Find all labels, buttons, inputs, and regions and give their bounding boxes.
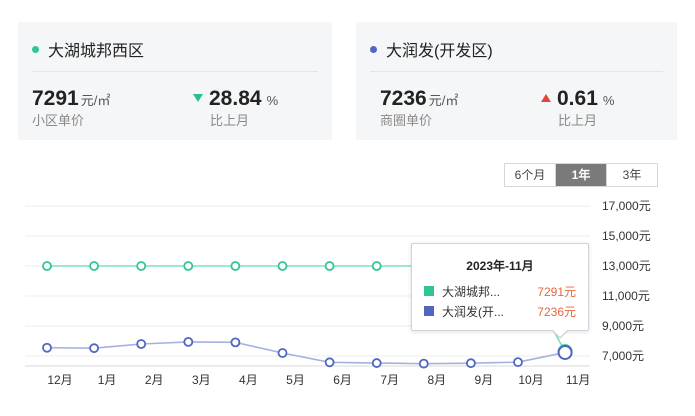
tab-6-months[interactable]: 6个月 bbox=[505, 164, 555, 186]
community-change-value: 28.84 bbox=[209, 87, 262, 110]
y-tick-label: 11,000元 bbox=[602, 289, 650, 303]
district-data-point bbox=[371, 358, 382, 368]
card-divider bbox=[370, 71, 663, 72]
x-tick-label: 12月 bbox=[47, 373, 72, 387]
district-price-value: 7236 bbox=[380, 87, 427, 110]
community-data-point bbox=[42, 261, 52, 271]
district-series-dot bbox=[370, 45, 377, 53]
tooltip-name-community: 大湖城邦... bbox=[442, 284, 501, 299]
tooltip-caret-inner bbox=[552, 329, 568, 337]
district-price-card: 大润发(开发区) 7236 元/㎡ 商圈单价 0.61% 比上月 bbox=[356, 22, 677, 140]
community-data-point bbox=[136, 261, 147, 271]
x-tick-label: 7月 bbox=[380, 373, 399, 387]
community-title-row: 大湖城邦西区 bbox=[32, 38, 318, 60]
tab-3-years[interactable]: 3年 bbox=[606, 164, 657, 186]
district-data-point bbox=[136, 339, 147, 349]
down-arrow-icon bbox=[193, 94, 203, 102]
community-price-label: 小区单价 bbox=[32, 113, 85, 128]
district-data-point bbox=[513, 357, 523, 368]
district-name: 大润发(开发区) bbox=[386, 43, 493, 60]
district-data-point bbox=[183, 336, 194, 347]
community-data-point bbox=[371, 261, 382, 271]
x-tick-label: 10月 bbox=[518, 373, 543, 387]
tooltip-row-community: 大湖城邦... 7291元 bbox=[424, 283, 576, 299]
community-series-dot bbox=[32, 45, 39, 53]
community-data-point bbox=[230, 261, 241, 271]
x-tick-label: 5月 bbox=[286, 373, 305, 387]
district-change-stat: 0.61% 比上月 bbox=[541, 86, 614, 129]
district-title-row: 大润发(开发区) bbox=[370, 38, 663, 60]
district-price-label: 商圈单价 bbox=[380, 113, 433, 128]
district-data-point bbox=[418, 358, 429, 369]
district-change-value: 0.61 bbox=[557, 87, 598, 110]
tooltip-value-district: 7236元 bbox=[537, 304, 576, 319]
x-tick-label: 3月 bbox=[192, 373, 211, 387]
tooltip-value-community: 7291元 bbox=[537, 284, 576, 299]
y-tick-label: 15,000元 bbox=[602, 229, 651, 243]
x-tick-label: 1月 bbox=[98, 373, 117, 387]
chart-tooltip: 2023年-11月 大湖城邦... 7291元 大润发(开... 7236元 bbox=[411, 243, 589, 339]
x-tick-label: 4月 bbox=[239, 373, 258, 387]
community-data-point bbox=[277, 261, 288, 271]
community-change-stat: 28.84% 比上月 bbox=[193, 86, 278, 129]
community-change-unit: % bbox=[266, 93, 279, 108]
community-data-point bbox=[89, 261, 99, 271]
community-data-point bbox=[183, 261, 194, 271]
x-tick-label: 6月 bbox=[333, 373, 352, 387]
x-tick-label: 8月 bbox=[427, 373, 446, 387]
district-data-point bbox=[230, 337, 241, 348]
community-price-card: 大湖城邦西区 7291 元/㎡ 小区单价 28.84% 比上月 bbox=[18, 22, 332, 140]
community-change-label: 比上月 bbox=[210, 113, 250, 128]
community-price-unit: 元/㎡ bbox=[80, 93, 111, 108]
community-price-value: 7291 bbox=[32, 87, 79, 110]
tooltip-swatch-community bbox=[424, 286, 434, 296]
community-name: 大湖城邦西区 bbox=[48, 43, 145, 60]
x-tick-label: 9月 bbox=[475, 373, 494, 387]
card-divider bbox=[32, 71, 318, 72]
tooltip-swatch-district bbox=[424, 306, 434, 316]
y-tick-label: 13,000元 bbox=[602, 259, 651, 273]
y-tick-label: 7,000元 bbox=[602, 349, 644, 363]
district-change-label: 比上月 bbox=[558, 113, 598, 128]
tooltip-name-district: 大润发(开... bbox=[442, 304, 504, 319]
district-data-point bbox=[324, 357, 335, 368]
time-range-tabs: 6个月 1年 3年 bbox=[504, 163, 658, 187]
district-change-unit: % bbox=[602, 93, 615, 108]
x-tick-label: 2月 bbox=[145, 373, 164, 387]
tooltip-row-district: 大润发(开... 7236元 bbox=[424, 303, 576, 319]
up-arrow-icon bbox=[541, 94, 551, 102]
community-data-point bbox=[324, 261, 335, 271]
x-tick-label: 11月 bbox=[566, 373, 590, 387]
y-tick-label: 17,000元 bbox=[602, 199, 651, 213]
tooltip-title: 2023年-11月 bbox=[466, 259, 534, 273]
community-price-stat: 7291 元/㎡ 小区单价 bbox=[32, 86, 110, 129]
district-data-point bbox=[465, 358, 476, 369]
district-price-stat: 7236 元/㎡ 商圈单价 bbox=[380, 86, 458, 129]
district-data-point bbox=[42, 342, 52, 353]
district-price-unit: 元/㎡ bbox=[428, 93, 459, 108]
district-data-point bbox=[277, 348, 288, 358]
y-tick-label: 9,000元 bbox=[602, 319, 644, 333]
district-data-point bbox=[89, 343, 99, 354]
tab-1-year[interactable]: 1年 bbox=[555, 164, 606, 186]
district-series-line bbox=[46, 341, 566, 365]
district-highlight-point bbox=[557, 344, 573, 360]
